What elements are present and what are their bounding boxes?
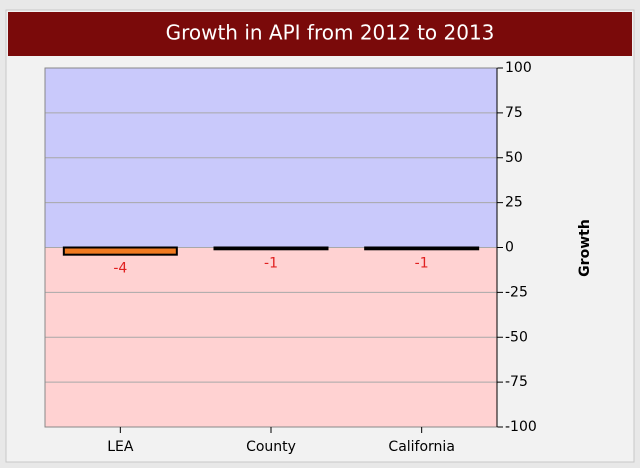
y-axis-label: Growth <box>577 219 593 277</box>
data-label: -1 <box>415 255 429 271</box>
bar <box>213 246 329 251</box>
y-tick-label: 75 <box>505 105 523 121</box>
chart-title: Growth in API from 2012 to 2013 <box>166 21 495 45</box>
y-tick-label: -100 <box>505 419 537 435</box>
y-tick-label: -75 <box>505 374 528 390</box>
y-tick-label: 0 <box>505 240 514 256</box>
y-tick-label: -50 <box>505 329 528 345</box>
x-tick-label: LEA <box>107 439 134 455</box>
bar <box>62 246 178 256</box>
data-label: -1 <box>264 255 278 271</box>
x-tick-label: California <box>388 439 454 455</box>
y-tick-label: 100 <box>505 60 532 76</box>
y-tick-label: 50 <box>505 150 523 166</box>
y-tick-label: -25 <box>505 284 528 300</box>
data-label: -4 <box>113 261 127 277</box>
bar <box>364 246 480 251</box>
plot-area <box>45 67 497 428</box>
x-tick-label: County <box>246 439 296 455</box>
y-tick-label: 25 <box>505 195 523 211</box>
title-bar <box>8 12 632 56</box>
